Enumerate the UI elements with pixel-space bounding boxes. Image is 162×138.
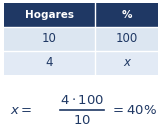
Text: %: % [121, 10, 132, 20]
Bar [95, 27, 158, 51]
Text: $= 40\%$: $= 40\%$ [110, 104, 157, 116]
Bar [4, 27, 95, 51]
Text: $x =$: $x =$ [10, 104, 32, 116]
Text: 4: 4 [46, 56, 53, 70]
Bar [4, 51, 95, 75]
Bar [95, 51, 158, 75]
Text: 10: 10 [42, 33, 57, 46]
Text: 100: 100 [115, 33, 138, 46]
Bar [4, 3, 95, 27]
Text: $4 \cdot 100$: $4 \cdot 100$ [60, 94, 104, 107]
Text: x: x [123, 56, 130, 70]
Text: Hogares: Hogares [25, 10, 74, 20]
Text: $10$: $10$ [73, 113, 91, 127]
Bar [95, 3, 158, 27]
